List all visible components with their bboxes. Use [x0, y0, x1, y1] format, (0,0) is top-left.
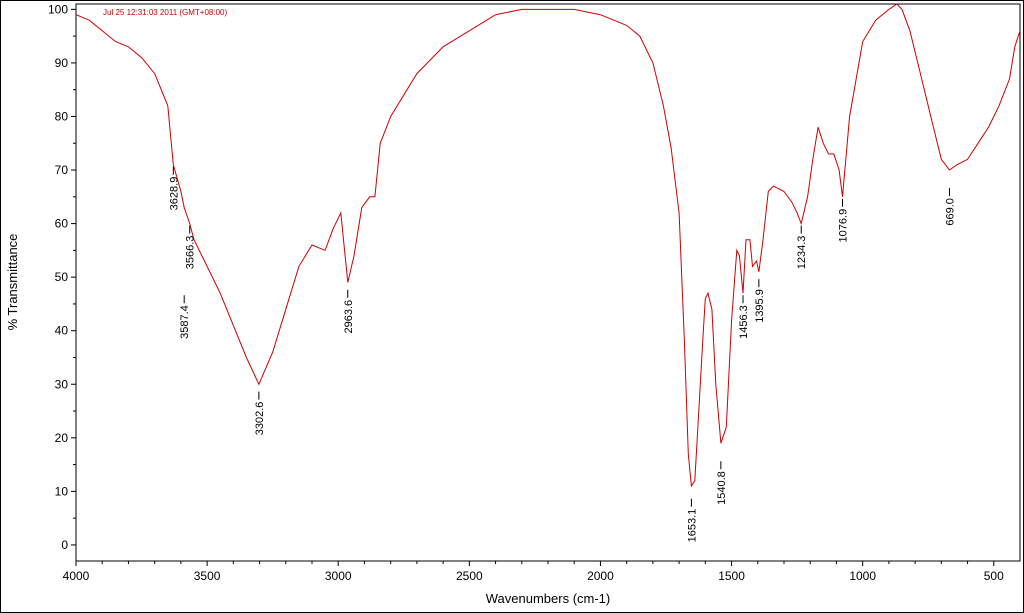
y-tick-label: 50 — [55, 270, 69, 284]
peak-label: 1653.1 — [686, 509, 698, 543]
peak-label: 3587.4 — [179, 305, 191, 339]
x-tick-label: 3500 — [194, 569, 221, 583]
peak-label: 1540.8 — [716, 471, 728, 505]
peak-label: 1395.9 — [754, 289, 766, 323]
peak-label: 3302.6 — [254, 402, 266, 436]
timestamp-label: Jul 25 12:31:03 2011 (GMT+08:00) — [103, 8, 227, 17]
x-tick-label: 1500 — [718, 569, 745, 583]
y-tick-label: 30 — [55, 377, 69, 391]
peak-label: 1456.3 — [738, 305, 750, 339]
x-axis-title: Wavenumbers (cm-1) — [486, 591, 610, 606]
y-tick-label: 0 — [61, 538, 68, 552]
peak-label: 3628.9 — [168, 177, 180, 211]
y-tick-label: 60 — [55, 217, 69, 231]
plot-area — [75, 3, 1021, 562]
peak-label: 3566.3 — [185, 236, 197, 270]
y-tick-label: 10 — [55, 484, 69, 498]
peak-label: 1076.9 — [838, 209, 850, 243]
x-tick-label: 4000 — [63, 569, 90, 583]
axis-ticks — [71, 8, 995, 566]
peak-label: 2963.6 — [343, 300, 355, 334]
plot-border — [75, 3, 1021, 562]
y-tick-labels: 0 10 20 30 40 50 60 70 80 90 100 — [48, 2, 68, 552]
x-tick-label: 3000 — [325, 569, 352, 583]
y-tick-label: 20 — [55, 431, 69, 445]
y-axis-title: % Transmittance — [5, 234, 20, 331]
x-tick-label: 2000 — [587, 569, 614, 583]
peak-label: 1234.3 — [796, 236, 808, 270]
peak-label: 669.0 — [944, 198, 956, 226]
y-tick-label: 40 — [55, 324, 69, 338]
x-tick-label: 500 — [984, 569, 1004, 583]
x-tick-label: 1000 — [849, 569, 876, 583]
x-tick-label: 2500 — [456, 569, 483, 583]
y-tick-label: 80 — [55, 109, 69, 123]
peak-labels: 3628.9 3587.4 3566.3 3302.6 2963.6 1653.1 1540… — [168, 166, 956, 543]
y-tick-label: 90 — [55, 56, 69, 70]
y-tick-label: 70 — [55, 163, 69, 177]
y-tick-label: 100 — [48, 2, 68, 16]
x-tick-labels: 4000 3500 3000 2500 2000 1500 1000 500 — [63, 569, 1004, 583]
spectrum-line — [75, 3, 1021, 488]
